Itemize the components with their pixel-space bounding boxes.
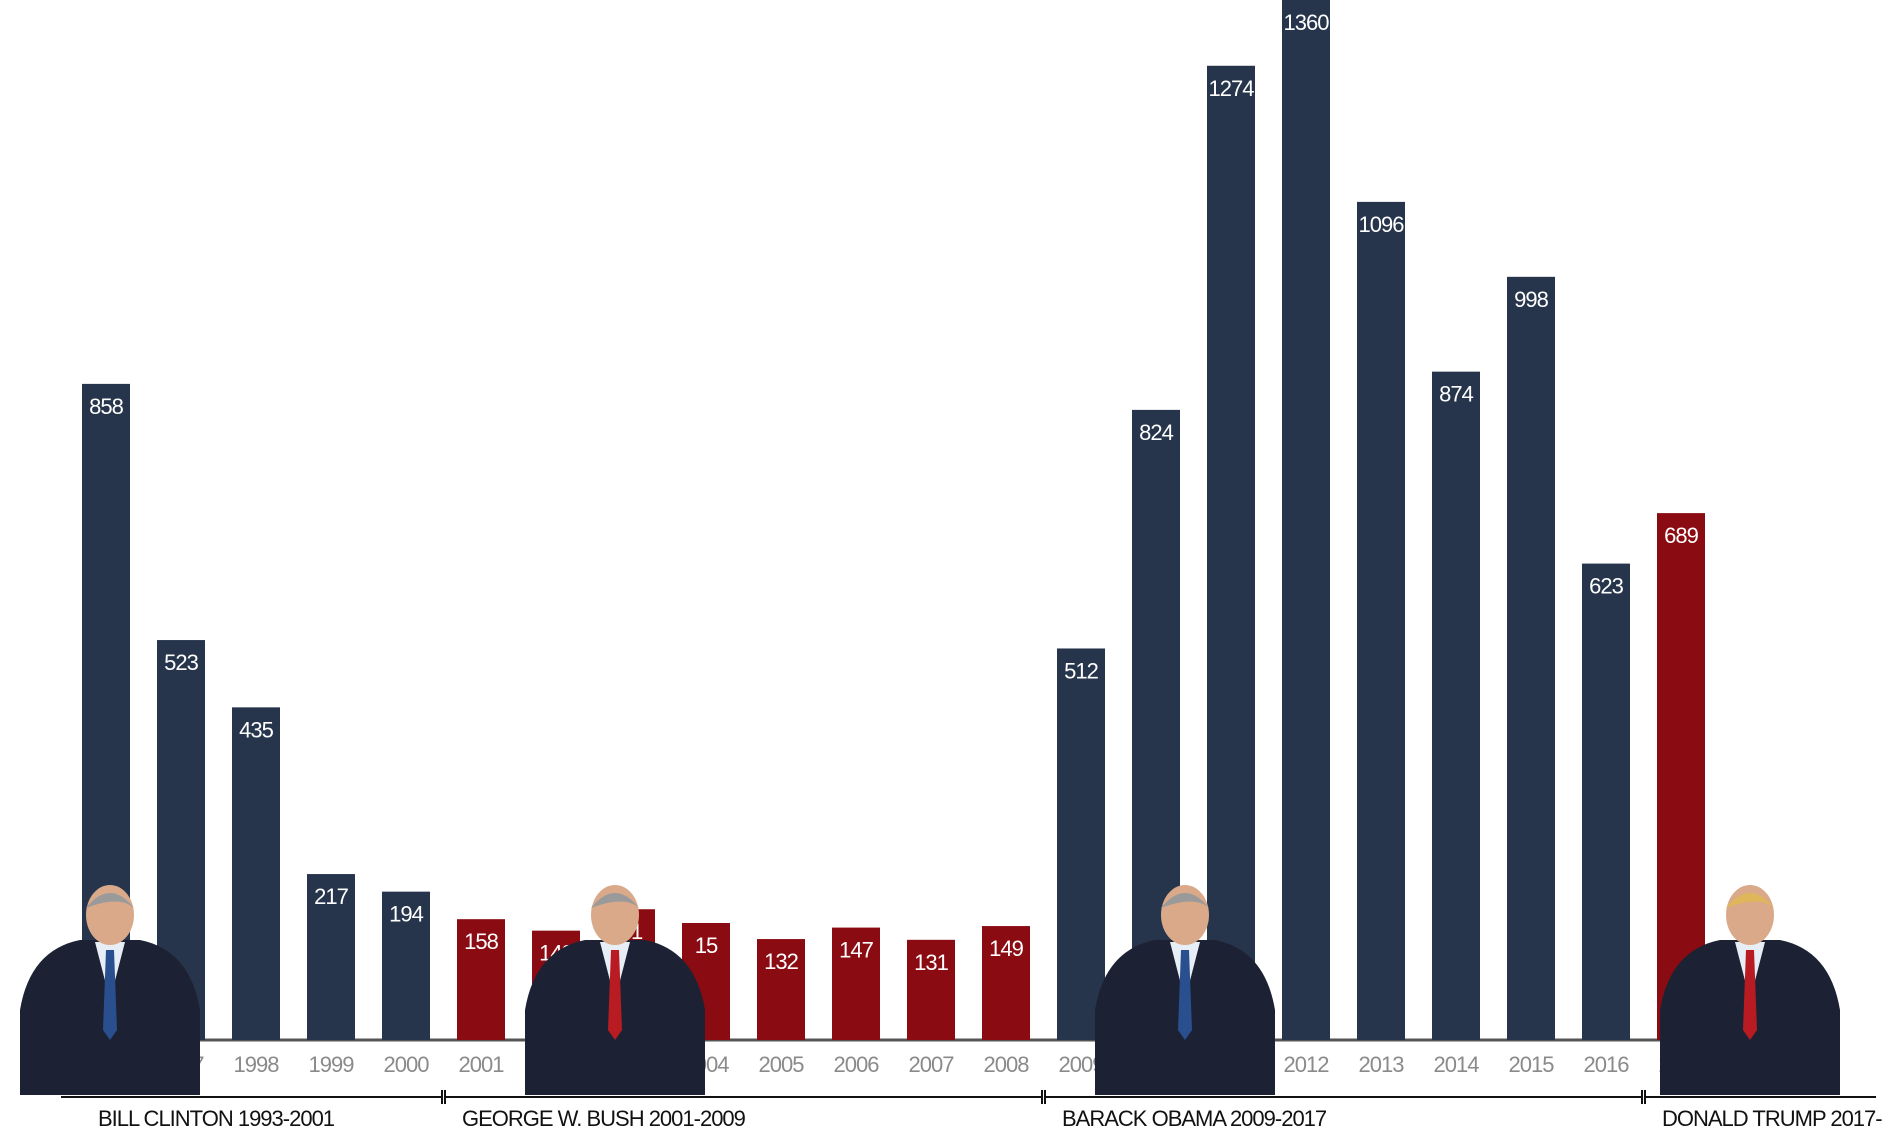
bar-1999: [307, 874, 355, 1040]
bar-2001: [457, 919, 505, 1040]
value-label-2010: 824: [1139, 420, 1173, 445]
value-label-2000: 194: [389, 902, 423, 927]
donald-trump-photo: [1660, 885, 1840, 1095]
hair-shape: [1161, 893, 1209, 908]
year-label-2005: 2005: [759, 1052, 805, 1077]
hair-shape: [591, 893, 639, 908]
bar-2008: [982, 926, 1030, 1040]
value-label-2015: 998: [1514, 287, 1548, 312]
year-label-2012: 2012: [1284, 1052, 1330, 1077]
president-label: BILL CLINTON 1993-2001: [98, 1106, 335, 1131]
year-label-2001: 2001: [459, 1052, 505, 1077]
value-label-1996: 858: [89, 394, 123, 419]
barack-obama-photo: [1095, 885, 1275, 1095]
bar-2013: [1357, 201, 1405, 1041]
hair-shape: [86, 893, 134, 908]
value-label-2008: 149: [989, 936, 1023, 961]
value-label-2016: 623: [1589, 574, 1623, 599]
value-label-2014: 874: [1439, 382, 1473, 407]
bar-2000: [382, 891, 430, 1040]
year-label-2000: 2000: [384, 1052, 430, 1077]
president-label: DONALD TRUMP 2017-: [1662, 1106, 1882, 1131]
year-label-2015: 2015: [1509, 1052, 1555, 1077]
year-label-2013: 2013: [1359, 1052, 1405, 1077]
bar-2005: [757, 939, 805, 1040]
value-label-2006: 147: [839, 938, 873, 963]
tie-shape: [1743, 950, 1757, 1040]
year-label-1999: 1999: [309, 1052, 355, 1077]
year-label-2007: 2007: [909, 1052, 955, 1077]
president-label: GEORGE W. BUSH 2001-2009: [462, 1106, 746, 1131]
hair-shape: [1726, 893, 1774, 908]
bar-2007: [907, 939, 955, 1040]
year-label-2006: 2006: [834, 1052, 880, 1077]
tie-shape: [1178, 950, 1192, 1040]
value-label-2017: 689: [1664, 523, 1698, 548]
value-label-2012: 1360: [1284, 10, 1330, 35]
tie-shape: [103, 950, 117, 1040]
year-label-2008: 2008: [984, 1052, 1030, 1077]
president-label: BARACK OBAMA 2009-2017: [1062, 1106, 1327, 1131]
value-label-2011: 1274: [1209, 76, 1255, 101]
value-label-2004: 15: [695, 933, 718, 958]
bar-2014: [1432, 371, 1480, 1040]
value-label-1998: 435: [239, 717, 273, 742]
value-label-2005: 132: [764, 949, 798, 974]
george-w-bush-photo: [525, 885, 705, 1095]
bar-2016: [1582, 563, 1630, 1040]
value-label-2007: 131: [914, 950, 948, 975]
value-label-2009: 512: [1064, 658, 1098, 683]
bar-1998: [232, 707, 280, 1040]
bar-2006: [832, 927, 880, 1040]
value-label-2001: 158: [464, 929, 498, 954]
value-label-1997: 523: [164, 650, 198, 675]
year-label-2014: 2014: [1434, 1052, 1480, 1077]
value-label-1999: 217: [314, 884, 348, 909]
bar-2015: [1507, 276, 1555, 1041]
bar-2011: [1207, 65, 1255, 1040]
year-label-1998: 1998: [234, 1052, 280, 1077]
bar-2012: [1282, 0, 1330, 1040]
tie-shape: [608, 950, 622, 1040]
bar-2009: [1057, 648, 1105, 1040]
year-label-2016: 2016: [1584, 1052, 1630, 1077]
value-label-2013: 1096: [1359, 212, 1405, 237]
bill-clinton-photo: [20, 885, 200, 1095]
